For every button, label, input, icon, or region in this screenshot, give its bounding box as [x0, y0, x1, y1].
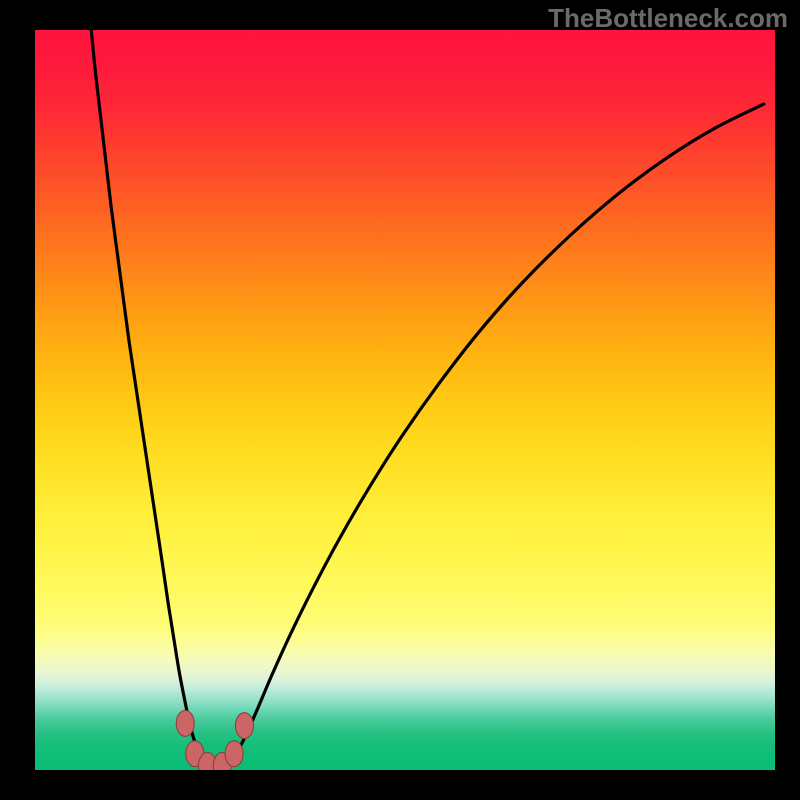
- gradient-background: [35, 30, 775, 770]
- data-marker: [225, 741, 243, 767]
- data-marker: [176, 710, 194, 736]
- data-marker: [235, 713, 253, 739]
- chart-svg: [35, 30, 775, 770]
- figure-container: TheBottleneck.com: [0, 0, 800, 800]
- plot-area: [35, 30, 775, 770]
